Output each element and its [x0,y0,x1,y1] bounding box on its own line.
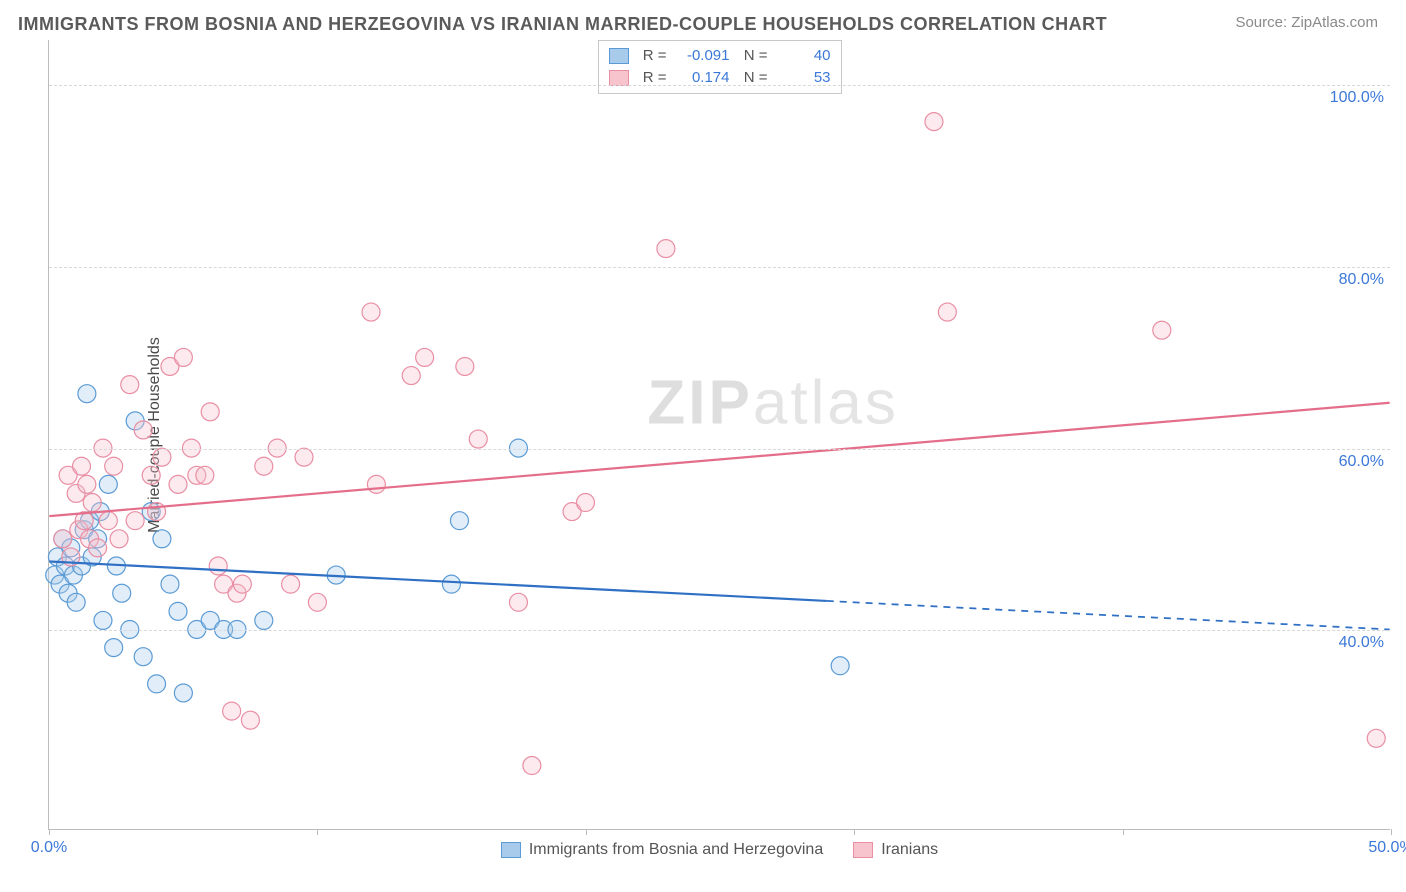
scatter-point [442,575,460,593]
gridline [49,449,1390,450]
scatter-point [416,348,434,366]
legend-item-series-b: Iranians [853,841,938,859]
y-tick-label: 60.0% [1339,453,1384,471]
scatter-point [148,675,166,693]
scatter-point [255,457,273,475]
chart-title: IMMIGRANTS FROM BOSNIA AND HERZEGOVINA V… [18,14,1107,35]
x-tick [49,829,50,835]
plot-area: Married-couple Households ZIPatlas R = -… [48,40,1390,830]
swatch-series-b [609,70,629,86]
scatter-point [113,584,131,602]
scatter-point [233,575,251,593]
trend-line-extrapolated [827,601,1390,630]
scatter-point [153,530,171,548]
y-tick-label: 80.0% [1339,271,1384,289]
scatter-point [99,475,117,493]
scatter-point [295,448,313,466]
scatter-point [54,530,72,548]
scatter-point [1153,321,1171,339]
x-tick-label: 0.0% [31,839,67,857]
scatter-point [938,303,956,321]
scatter-point [469,430,487,448]
scatter-point [121,376,139,394]
gridline [49,630,1390,631]
legend-label-series-b: Iranians [881,841,938,859]
scatter-point [134,648,152,666]
chart-svg [49,40,1390,829]
legend-item-series-a: Immigrants from Bosnia and Herzegovina [501,841,823,859]
scatter-point [657,240,675,258]
x-tick [317,829,318,835]
scatter-point [89,539,107,557]
stat-r-series-a: -0.091 [675,45,730,67]
scatter-point [148,503,166,521]
legend-label-series-a: Immigrants from Bosnia and Herzegovina [529,841,823,859]
scatter-point [73,457,91,475]
scatter-point [223,702,241,720]
gridline [49,85,1390,86]
x-tick [1391,829,1392,835]
scatter-point [153,448,171,466]
scatter-point [169,475,187,493]
scatter-point [282,575,300,593]
scatter-point [450,512,468,530]
y-tick-label: 100.0% [1330,89,1384,107]
scatter-point [126,512,144,530]
swatch-series-a [501,842,521,858]
scatter-point [169,602,187,620]
x-tick [586,829,587,835]
scatter-point [523,757,541,775]
scatter-point [78,475,96,493]
y-tick-label: 40.0% [1339,634,1384,652]
scatter-point [831,657,849,675]
x-tick [1123,829,1124,835]
scatter-point [1367,729,1385,747]
source-label: Source: ZipAtlas.com [1235,14,1378,31]
scatter-point [67,593,85,611]
scatter-point [367,475,385,493]
scatter-point [362,303,380,321]
scatter-point [576,494,594,512]
gridline [49,267,1390,268]
scatter-point [255,611,273,629]
scatter-point [209,557,227,575]
scatter-point [83,494,101,512]
scatter-point [925,113,943,131]
scatter-point [308,593,326,611]
stat-label-n: N = [738,45,768,67]
stat-n-series-a: 40 [776,45,831,67]
scatter-point [110,530,128,548]
scatter-point [94,611,112,629]
scatter-point [174,348,192,366]
scatter-point [142,466,160,484]
x-tick [854,829,855,835]
scatter-point [105,457,123,475]
stat-label-r: R = [637,45,667,67]
x-tick-label: 50.0% [1368,839,1406,857]
scatter-point [456,357,474,375]
scatter-point [196,466,214,484]
trend-line [49,403,1389,516]
swatch-series-a [609,48,629,64]
scatter-point [99,512,117,530]
scatter-point [402,367,420,385]
scatter-point [174,684,192,702]
scatter-point [201,403,219,421]
stats-row-series-a: R = -0.091 N = 40 [609,45,831,67]
scatter-point [105,639,123,657]
scatter-point [241,711,259,729]
scatter-point [509,593,527,611]
bottom-legend: Immigrants from Bosnia and Herzegovina I… [49,841,1390,859]
scatter-point [78,385,96,403]
swatch-series-b [853,842,873,858]
scatter-point [161,575,179,593]
scatter-point [134,421,152,439]
